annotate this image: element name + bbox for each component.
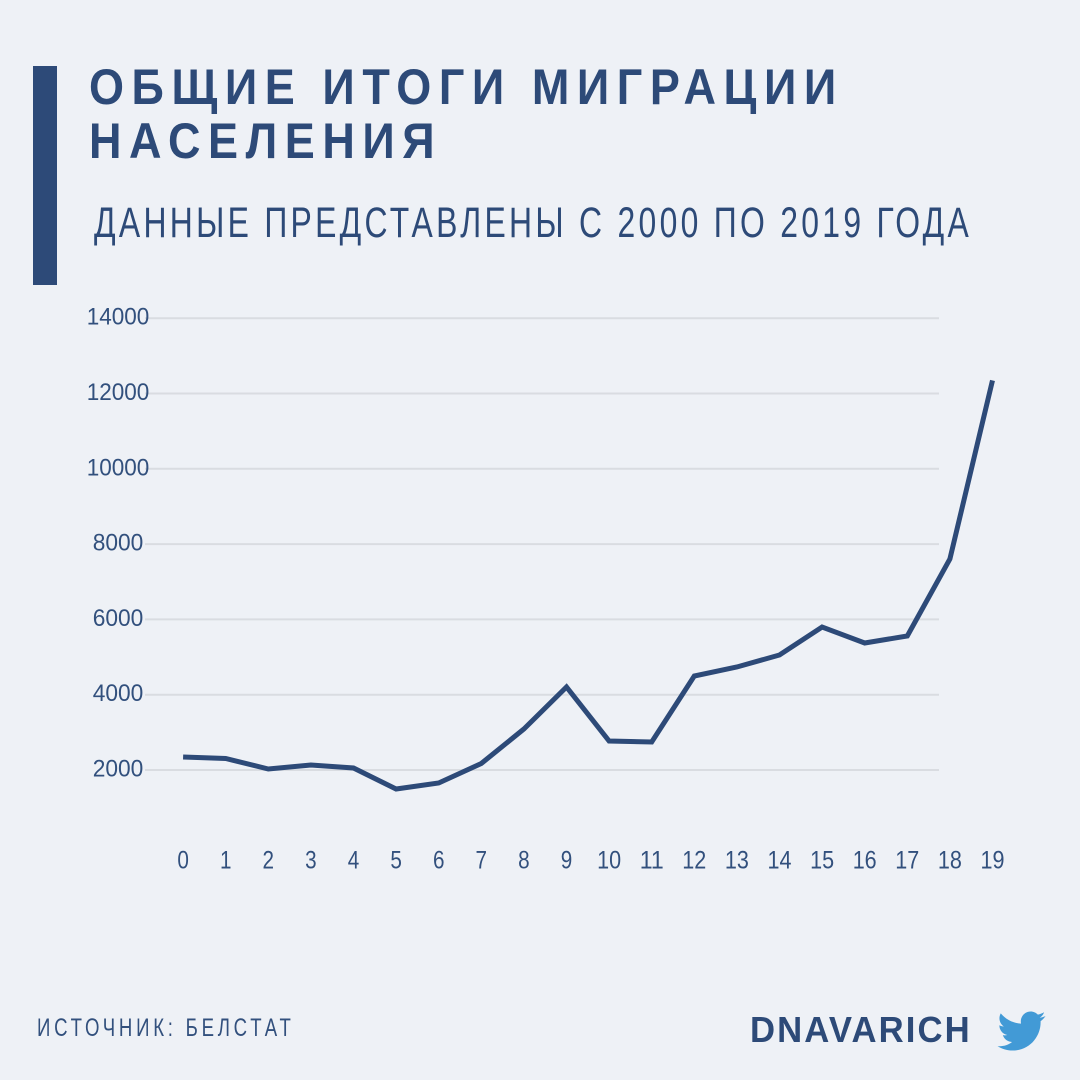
svg-text:2: 2 bbox=[263, 846, 275, 874]
svg-text:18: 18 bbox=[938, 846, 962, 874]
svg-text:7: 7 bbox=[476, 846, 488, 874]
svg-text:0: 0 bbox=[177, 846, 189, 874]
svg-text:8: 8 bbox=[518, 846, 530, 874]
svg-text:6000: 6000 bbox=[93, 605, 144, 632]
svg-text:6: 6 bbox=[433, 846, 445, 874]
svg-text:16: 16 bbox=[853, 846, 877, 874]
svg-text:5: 5 bbox=[390, 846, 402, 874]
svg-text:3: 3 bbox=[305, 846, 317, 874]
svg-text:13: 13 bbox=[725, 846, 749, 874]
svg-text:12000: 12000 bbox=[87, 379, 150, 406]
svg-text:10: 10 bbox=[597, 846, 621, 874]
svg-text:4: 4 bbox=[348, 846, 360, 874]
svg-text:14: 14 bbox=[768, 846, 792, 874]
svg-text:4000: 4000 bbox=[93, 680, 144, 707]
svg-text:10000: 10000 bbox=[87, 454, 150, 481]
svg-text:9: 9 bbox=[561, 846, 573, 874]
svg-text:11: 11 bbox=[640, 846, 664, 874]
svg-text:12: 12 bbox=[682, 846, 706, 874]
svg-text:15: 15 bbox=[810, 846, 834, 874]
svg-text:17: 17 bbox=[895, 846, 919, 874]
svg-text:19: 19 bbox=[981, 846, 1005, 874]
svg-text:1: 1 bbox=[220, 846, 232, 874]
svg-text:2000: 2000 bbox=[93, 756, 144, 783]
svg-text:14000: 14000 bbox=[87, 304, 150, 331]
svg-text:8000: 8000 bbox=[93, 530, 144, 557]
